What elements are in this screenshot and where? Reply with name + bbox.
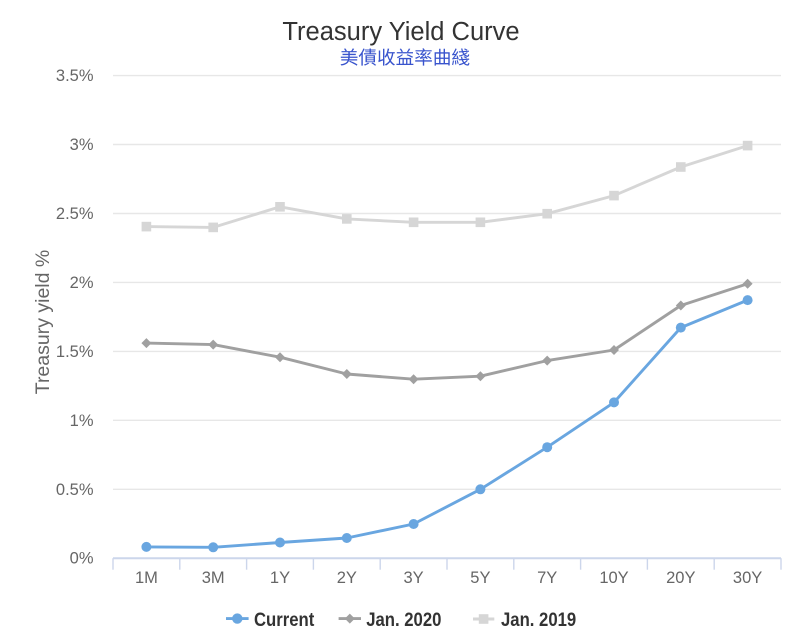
svg-text:3Y: 3Y xyxy=(404,569,424,587)
svg-text:1.5%: 1.5% xyxy=(56,343,94,361)
svg-text:Jan. 2020: Jan. 2020 xyxy=(366,609,441,630)
svg-text:1%: 1% xyxy=(70,412,94,430)
svg-text:Treasury yield %: Treasury yield % xyxy=(32,250,54,395)
svg-text:7Y: 7Y xyxy=(537,569,557,587)
svg-text:2Y: 2Y xyxy=(337,569,357,587)
svg-text:3.5%: 3.5% xyxy=(56,67,94,85)
svg-text:30Y: 30Y xyxy=(733,569,762,587)
svg-text:Current: Current xyxy=(254,609,314,630)
svg-text:3M: 3M xyxy=(202,569,225,587)
svg-text:Jan. 2019: Jan. 2019 xyxy=(501,609,576,630)
svg-text:2%: 2% xyxy=(70,274,94,292)
svg-text:5Y: 5Y xyxy=(470,569,490,587)
svg-text:1M: 1M xyxy=(135,569,158,587)
svg-text:3%: 3% xyxy=(70,136,94,154)
svg-text:Treasury Yield Curve: Treasury Yield Curve xyxy=(282,18,519,46)
svg-text:10Y: 10Y xyxy=(599,569,628,587)
svg-text:1Y: 1Y xyxy=(270,569,290,587)
svg-text:20Y: 20Y xyxy=(666,569,695,587)
svg-text:0%: 0% xyxy=(70,550,94,568)
svg-text:2.5%: 2.5% xyxy=(56,205,94,223)
svg-text:0.5%: 0.5% xyxy=(56,481,94,499)
